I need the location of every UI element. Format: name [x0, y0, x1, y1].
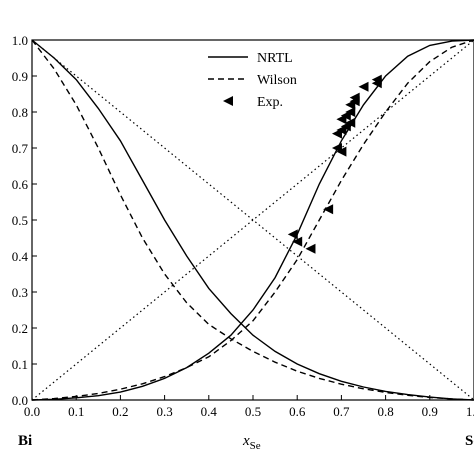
x-end-label-left: Bi	[18, 433, 32, 449]
x-tick-label: 1.0	[466, 404, 474, 419]
exp-data-point	[349, 92, 360, 103]
exp-data-point	[358, 81, 369, 92]
y-tick-label: 1.0	[12, 33, 28, 48]
markers-layer	[287, 74, 382, 254]
y-tick-label: 0.0	[12, 393, 28, 408]
legend-label-exp: Exp.	[257, 95, 283, 110]
y-tick-label: 0.3	[12, 285, 28, 300]
x-tick-label: 0.1	[68, 404, 84, 419]
x-axis: 0.0 0.1 0.2 0.3 0.4 0.5 0.6 0.7 0.8 0.9 1.0	[24, 395, 474, 419]
legend: NRTL Wilson Exp.	[208, 51, 297, 110]
x-tick-label: 0.5	[245, 404, 261, 419]
series-line-wilson-2	[31, 39, 474, 401]
legend-label-nrtl: NRTL	[257, 51, 293, 66]
series-line-nrtl-0	[31, 39, 474, 401]
exp-data-point	[287, 229, 298, 240]
x-end-label-right: Se	[465, 433, 474, 449]
x-axis-label-sub: Se	[250, 440, 261, 452]
y-tick-label: 0.6	[12, 177, 29, 192]
y-tick-label: 0.1	[12, 357, 28, 372]
x-axis-label-main: x	[242, 433, 250, 449]
exp-data-point	[305, 243, 316, 254]
x-axis-label: xSe	[242, 433, 261, 452]
y-tick-label: 0.7	[12, 141, 29, 156]
y-tick-label: 0.8	[12, 105, 28, 120]
x-tick-label: 0.6	[289, 404, 306, 419]
x-tick-label: 0.2	[112, 404, 128, 419]
x-tick-label: 0.0	[24, 404, 40, 419]
x-tick-label: 0.9	[422, 404, 438, 419]
exp-data-point	[371, 74, 382, 85]
y-tick-label: 0.9	[12, 69, 28, 84]
x-tick-label: 0.7	[333, 404, 350, 419]
series-line-dotted-5	[31, 39, 474, 401]
y-tick-label: 0.2	[12, 321, 28, 336]
exp-data-point	[292, 236, 303, 247]
series-line-wilson-3	[31, 39, 474, 401]
y-tick-label: 0.4	[12, 249, 29, 264]
exp-data-point	[336, 146, 347, 157]
exp-data-point	[323, 204, 334, 215]
x-tick-label: 0.4	[201, 404, 218, 419]
y-axis: 0.0 0.1 0.2 0.3 0.4 0.5 0.6 0.7 0.8 0.9 1.0	[12, 33, 37, 408]
exp-data-point	[345, 117, 356, 128]
y-tick-label: 0.5	[12, 213, 28, 228]
exp-data-point	[345, 107, 356, 117]
x-tick-label: 0.8	[377, 404, 393, 419]
series-line-dotted-4	[31, 39, 474, 401]
legend-sample-exp	[223, 96, 233, 106]
series-line-nrtl-1	[31, 39, 474, 401]
series-layer	[31, 39, 474, 401]
x-tick-label: 0.3	[156, 404, 172, 419]
legend-label-wilson: Wilson	[257, 73, 297, 88]
